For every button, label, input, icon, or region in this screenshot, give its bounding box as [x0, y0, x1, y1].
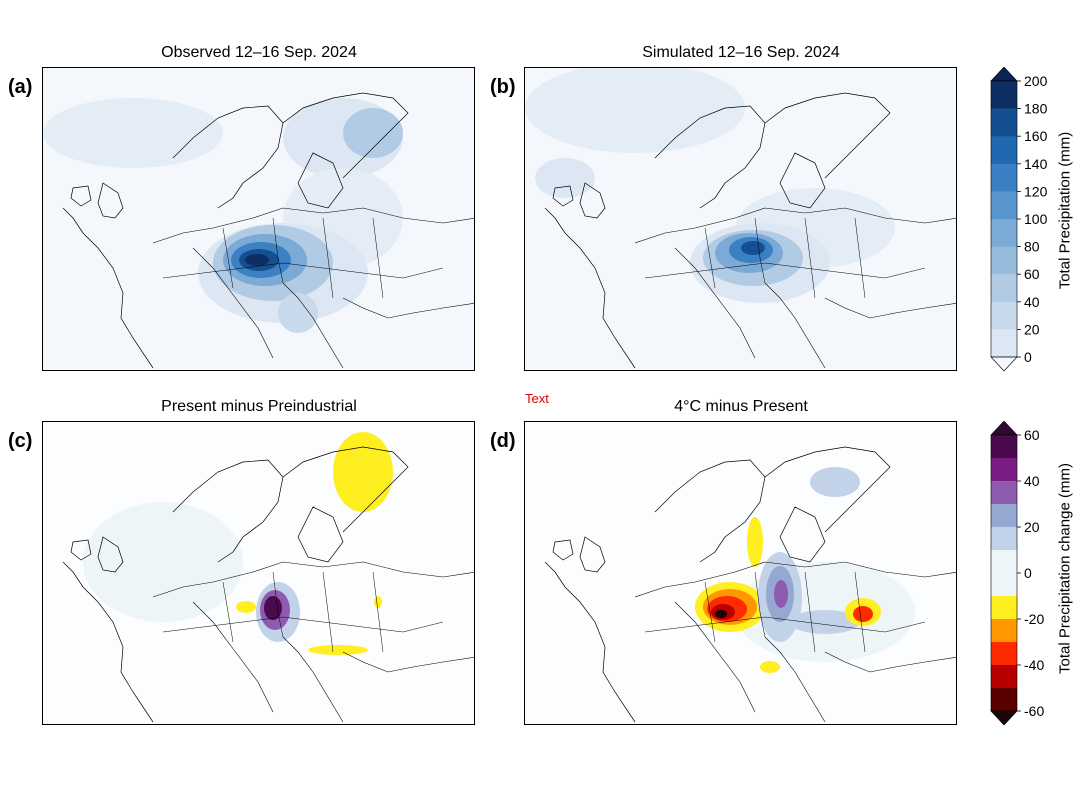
colorbar-change-swatch	[991, 665, 1017, 689]
panel-d-title: 4°C minus Present	[674, 398, 808, 415]
colorbar-change-swatch	[991, 527, 1017, 551]
colorbar-change: 60 40 20 0 -20 -40 -60	[990, 420, 1050, 736]
colorbar-precip-swatch	[991, 219, 1017, 247]
panel-b-label: (b)	[490, 76, 516, 98]
colorbar-precip: 200 180 160 140 120 100 80 60 40 20 0	[990, 66, 1050, 382]
colorbar-precip-tick-label: 180	[1024, 101, 1048, 117]
colorbar-precip-swatch	[991, 246, 1017, 275]
map-panel-d	[524, 421, 957, 725]
colorbar-precip-tick-label: 120	[1024, 183, 1048, 199]
colorbar-change-extend-bottom	[990, 710, 1018, 726]
colorbar-change-swatch	[991, 550, 1017, 574]
colorbar-change-swatch	[991, 458, 1017, 482]
colorbar-precip-swatch	[991, 191, 1017, 220]
map-panel-c	[42, 421, 475, 725]
colorbar-precip-swatch	[991, 108, 1017, 137]
colorbar-change-label: Total Precipitation change (mm)	[1056, 463, 1074, 674]
panel-b-title: Simulated 12–16 Sep. 2024	[642, 44, 840, 61]
colorbar-precip-tick-label: 140	[1024, 156, 1048, 172]
colorbar-precip-swatch	[991, 81, 1017, 109]
colorbar-change-swatch	[991, 435, 1017, 459]
colorbar-precip-tick-label: 80	[1024, 239, 1040, 255]
panel-a-title: Observed 12–16 Sep. 2024	[161, 44, 357, 61]
panel-a-label: (a)	[8, 76, 33, 98]
colorbar-change-tick-label: -60	[1024, 703, 1044, 719]
colorbar-precip-extend-bottom	[990, 356, 1018, 372]
colorbar-change-tick-label: -20	[1024, 611, 1044, 627]
panel-d-label: (d)	[490, 430, 516, 452]
colorbar-change-swatch	[991, 504, 1017, 528]
panel-c-label: (c)	[8, 430, 33, 452]
colorbar-precip-tick-label: 60	[1024, 266, 1040, 282]
colorbar-change-swatch	[991, 642, 1017, 666]
colorbar-change-swatch	[991, 688, 1017, 712]
colorbar-change-tick-label: 0	[1024, 565, 1032, 581]
colorbar-change-swatch	[991, 596, 1017, 620]
colorbar-precip-tick-label: 200	[1024, 73, 1048, 89]
colorbar-change-swatch	[991, 573, 1017, 597]
colorbar-change-tick-label: -40	[1024, 657, 1044, 673]
colorbar-precip-tick-label: 20	[1024, 321, 1040, 337]
colorbar-precip-swatch	[991, 274, 1017, 303]
colorbar-precip-swatch	[991, 329, 1017, 358]
colorbar-precip-tick-label: 0	[1024, 349, 1032, 365]
colorbar-precip-swatch	[991, 163, 1017, 192]
colorbar-precip-swatch	[991, 301, 1017, 330]
colorbar-change-extend-top	[990, 420, 1018, 436]
colorbar-change-tick-label: 60	[1024, 427, 1040, 443]
colorbar-precip-label: Total Precipitation (mm)	[1056, 131, 1074, 290]
panel-c-title: Present minus Preindustrial	[161, 398, 357, 415]
colorbar-change-tick-label: 40	[1024, 473, 1040, 489]
stray-text-annotation: Text	[525, 391, 549, 406]
map-panel-b	[524, 67, 957, 371]
colorbar-precip-tick-label: 40	[1024, 294, 1040, 310]
colorbar-precip-tick-label: 100	[1024, 211, 1048, 227]
colorbar-change-swatch	[991, 481, 1017, 505]
colorbar-change-tick-label: 20	[1024, 519, 1040, 535]
colorbar-precip-swatch	[991, 136, 1017, 165]
colorbar-precip-tick-label: 160	[1024, 128, 1048, 144]
colorbar-change-swatch	[991, 619, 1017, 643]
colorbar-precip-extend-top	[990, 66, 1018, 82]
map-panel-a	[42, 67, 475, 371]
